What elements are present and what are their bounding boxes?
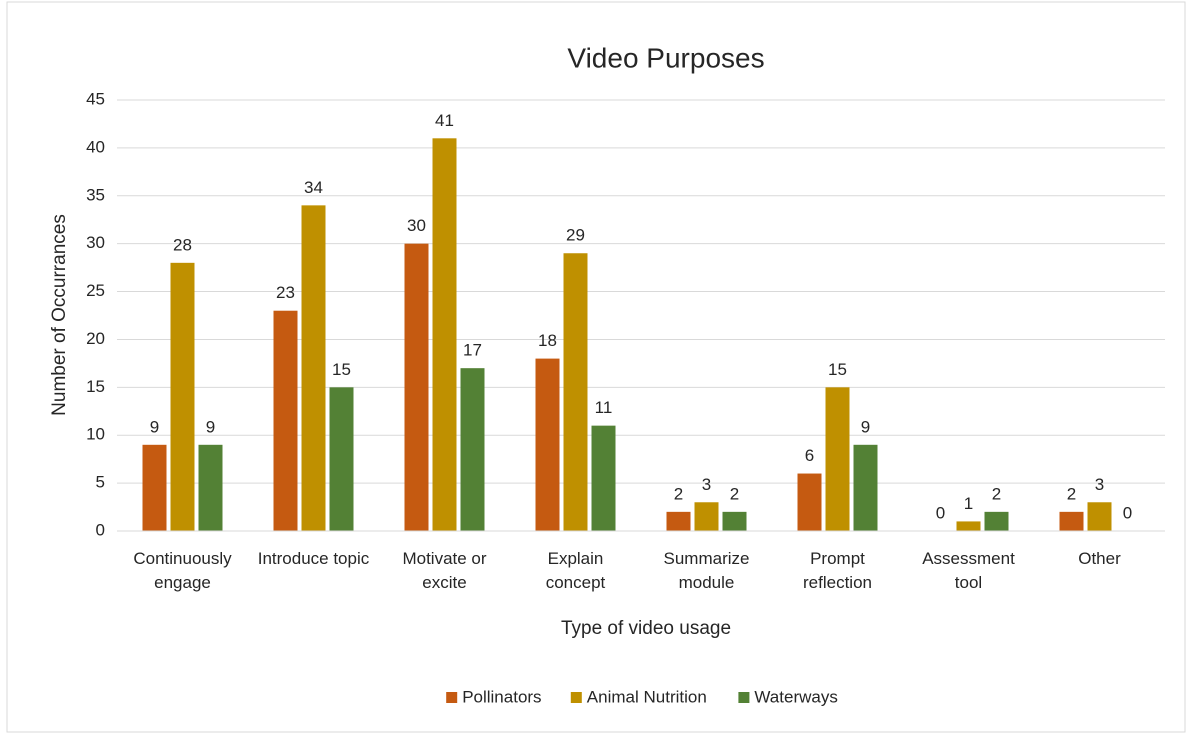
y-tick-label: 0 <box>96 520 105 539</box>
data-label: 0 <box>1123 503 1132 522</box>
y-tick-label: 20 <box>86 329 105 348</box>
data-label: 2 <box>992 484 1001 503</box>
x-tick-label: Introduce topic <box>257 549 370 568</box>
data-label: 9 <box>150 417 159 436</box>
bar <box>170 262 195 531</box>
data-label: 15 <box>332 360 351 379</box>
legend-swatch <box>570 692 582 703</box>
data-label: 11 <box>595 398 613 417</box>
bar <box>563 253 588 531</box>
data-label: 41 <box>435 111 454 130</box>
bar <box>432 138 457 532</box>
x-tick-label: Summarize module <box>663 549 750 592</box>
bar <box>329 387 354 531</box>
bar <box>1087 502 1112 531</box>
data-label: 9 <box>861 417 870 436</box>
legend-swatch <box>738 692 750 703</box>
legend-swatch <box>446 692 458 703</box>
x-axis-title: Type of video usage <box>561 618 731 639</box>
legend-label: Animal Nutrition <box>587 687 707 706</box>
y-tick-label: 25 <box>86 281 105 300</box>
bar <box>198 444 223 531</box>
x-tick-label: Explain concept <box>545 549 606 592</box>
bar <box>404 243 429 531</box>
x-tick-label: Motivate or excite <box>402 549 487 592</box>
data-label: 3 <box>702 475 711 494</box>
data-label: 0 <box>936 503 945 522</box>
legend-label: Waterways <box>754 687 837 706</box>
legend-label: Pollinators <box>462 687 541 706</box>
data-label: 28 <box>173 235 192 254</box>
y-tick-label: 10 <box>86 425 105 444</box>
chart-title: Video Purposes <box>567 42 764 73</box>
x-tick-label: Continuously engage <box>133 549 232 592</box>
data-label: 2 <box>674 484 683 503</box>
bar <box>956 521 981 531</box>
data-label: 2 <box>730 484 739 503</box>
data-label: 1 <box>964 494 973 513</box>
bar <box>825 387 850 531</box>
data-label: 18 <box>538 331 557 350</box>
y-tick-label: 15 <box>86 377 105 396</box>
data-label: 30 <box>407 216 426 235</box>
data-label: 6 <box>805 446 814 465</box>
bar <box>142 444 167 531</box>
bar <box>694 502 719 531</box>
data-label: 34 <box>304 178 323 197</box>
bar <box>591 425 616 531</box>
data-label: 17 <box>463 341 482 360</box>
chart-border <box>6 1 1186 733</box>
y-tick-label: 45 <box>86 89 105 108</box>
data-label: 23 <box>276 283 295 302</box>
bar <box>797 473 822 531</box>
y-tick-label: 30 <box>86 233 105 252</box>
data-label: 2 <box>1067 484 1076 503</box>
bar <box>1059 511 1084 531</box>
x-tick-label: Other <box>1078 549 1121 568</box>
y-tick-label: 40 <box>86 137 105 156</box>
y-tick-label: 35 <box>86 185 105 204</box>
bar <box>722 511 747 531</box>
data-label: 9 <box>206 417 215 436</box>
data-label: 29 <box>566 226 585 245</box>
x-tick-label: Assessment tool <box>922 549 1015 592</box>
y-axis-title: Number of Occurrances <box>49 214 70 416</box>
data-label: 15 <box>828 360 847 379</box>
bar <box>666 511 691 531</box>
bar <box>853 444 878 531</box>
bar <box>460 368 485 531</box>
bar <box>535 358 560 531</box>
bar <box>301 205 326 531</box>
x-tick-label: Prompt reflection <box>803 549 872 592</box>
bar <box>984 511 1009 531</box>
y-tick-label: 5 <box>96 473 105 492</box>
data-label: 3 <box>1095 475 1104 494</box>
bar <box>273 310 298 531</box>
